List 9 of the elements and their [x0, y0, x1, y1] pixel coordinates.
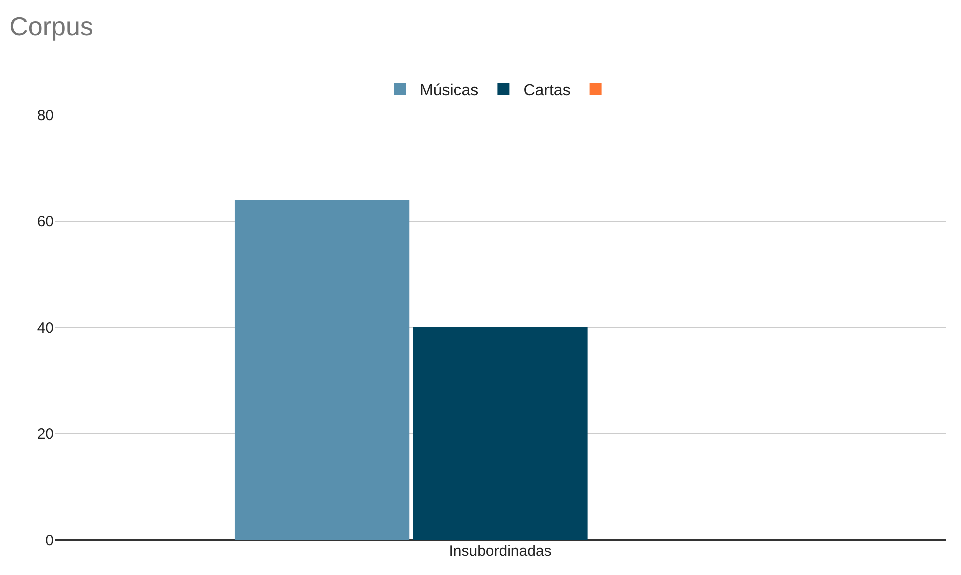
- chart-title: Corpus: [10, 11, 94, 42]
- y-tick-label: 80: [37, 107, 54, 124]
- y-tick-label: 60: [37, 214, 54, 230]
- legend-label: Músicas: [420, 82, 479, 100]
- legend-label: Cartas: [524, 82, 571, 100]
- y-tick-label: 20: [37, 426, 54, 443]
- y-tick-label: 40: [37, 320, 54, 337]
- x-tick-label: Insubordinadas: [449, 543, 552, 560]
- y-tick-label: 0: [46, 532, 54, 550]
